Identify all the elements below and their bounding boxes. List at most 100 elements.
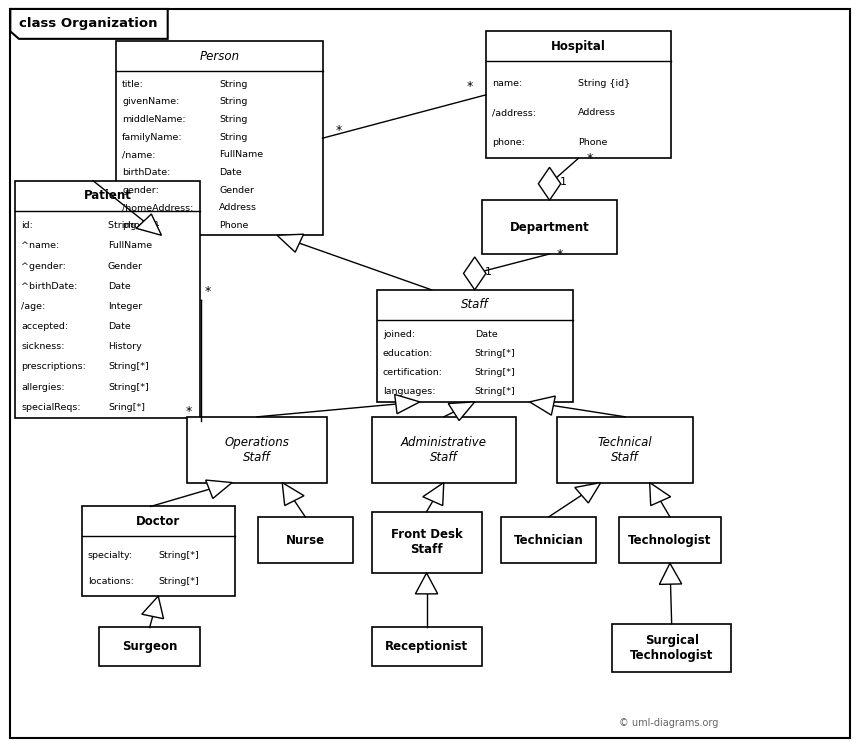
Text: Date: Date — [475, 329, 497, 338]
Text: allergies:: allergies: — [22, 382, 65, 391]
Text: String: String — [219, 115, 248, 124]
Text: FullName: FullName — [108, 241, 152, 250]
Text: givenName:: givenName: — [122, 97, 180, 106]
Text: *: * — [587, 152, 593, 165]
Text: String {id}: String {id} — [578, 79, 630, 88]
Text: FullName: FullName — [219, 150, 263, 159]
Text: /homeAddress:: /homeAddress: — [122, 203, 194, 212]
Text: ^gender:: ^gender: — [22, 261, 66, 270]
Polygon shape — [538, 167, 561, 200]
Text: /name:: /name: — [122, 150, 156, 159]
Text: Date: Date — [219, 168, 242, 177]
Text: *: * — [335, 124, 341, 137]
Text: Doctor: Doctor — [136, 515, 181, 528]
Text: class Organization: class Organization — [19, 17, 157, 31]
Text: Surgical
Technologist: Surgical Technologist — [630, 634, 713, 662]
Bar — [258, 517, 353, 563]
Text: Date: Date — [108, 282, 131, 291]
Polygon shape — [660, 563, 682, 584]
Text: String[*]: String[*] — [475, 387, 515, 396]
Text: Date: Date — [108, 322, 131, 331]
Text: Integer: Integer — [108, 302, 142, 311]
Text: String {id}: String {id} — [108, 221, 160, 230]
Bar — [486, 31, 671, 158]
Bar — [116, 41, 322, 235]
Polygon shape — [530, 396, 556, 415]
Bar — [372, 627, 482, 666]
Text: Gender: Gender — [219, 186, 255, 195]
Text: languages:: languages: — [383, 387, 435, 396]
Text: Person: Person — [200, 49, 239, 63]
Bar — [482, 200, 617, 254]
Bar — [99, 627, 200, 666]
Text: Nurse: Nurse — [286, 533, 325, 547]
Polygon shape — [136, 214, 162, 235]
Text: locations:: locations: — [88, 577, 133, 586]
Text: *: * — [467, 81, 473, 93]
Bar — [372, 417, 516, 483]
Text: String[*]: String[*] — [475, 368, 515, 376]
Polygon shape — [448, 402, 475, 421]
Text: specialReqs:: specialReqs: — [22, 403, 81, 412]
Text: /age:: /age: — [22, 302, 46, 311]
Polygon shape — [10, 9, 168, 39]
Polygon shape — [415, 573, 438, 594]
Bar — [557, 417, 693, 483]
Text: Operations
Staff: Operations Staff — [224, 436, 290, 464]
Text: birthDate:: birthDate: — [122, 168, 170, 177]
Text: Address: Address — [219, 203, 257, 212]
Text: Administrative
Staff: Administrative Staff — [401, 436, 487, 464]
Text: *: * — [556, 248, 562, 261]
Text: String[*]: String[*] — [158, 577, 199, 586]
Text: Hospital: Hospital — [551, 40, 605, 53]
Text: Phone: Phone — [219, 221, 249, 230]
Text: Technical
Staff: Technical Staff — [598, 436, 653, 464]
Text: phone:: phone: — [492, 137, 525, 146]
Text: Technologist: Technologist — [629, 533, 711, 547]
Text: Technician: Technician — [513, 533, 584, 547]
Text: gender:: gender: — [122, 186, 159, 195]
Text: *: * — [205, 285, 211, 298]
Text: Patient: Patient — [84, 189, 132, 202]
Text: ^name:: ^name: — [22, 241, 59, 250]
Polygon shape — [423, 483, 444, 506]
Text: title:: title: — [122, 80, 144, 89]
Text: History: History — [108, 342, 142, 351]
Text: String: String — [219, 80, 248, 89]
Text: Department: Department — [510, 220, 589, 234]
Polygon shape — [277, 234, 304, 252]
Text: Front Desk
Staff: Front Desk Staff — [390, 528, 463, 557]
Text: /address:: /address: — [492, 108, 536, 117]
Bar — [82, 506, 235, 596]
Text: name:: name: — [492, 79, 522, 88]
Text: *: * — [186, 406, 192, 418]
Text: specialty:: specialty: — [88, 551, 132, 560]
Text: Staff: Staff — [461, 298, 488, 311]
Bar — [377, 290, 573, 402]
Text: Phone: Phone — [578, 137, 608, 146]
Bar — [501, 517, 596, 563]
Text: joined:: joined: — [383, 329, 415, 338]
Text: accepted:: accepted: — [22, 322, 69, 331]
Bar — [187, 417, 327, 483]
Bar — [619, 517, 721, 563]
Text: familyName:: familyName: — [122, 133, 182, 142]
Text: Receptionist: Receptionist — [385, 640, 468, 654]
Polygon shape — [649, 483, 671, 506]
Bar — [372, 512, 482, 573]
Polygon shape — [142, 596, 163, 619]
Polygon shape — [282, 483, 304, 506]
Text: 1: 1 — [560, 177, 567, 187]
Polygon shape — [464, 257, 486, 290]
Text: id:: id: — [22, 221, 34, 230]
Text: String[*]: String[*] — [108, 382, 149, 391]
Text: middleName:: middleName: — [122, 115, 186, 124]
Text: Surgeon: Surgeon — [122, 640, 177, 654]
Text: certification:: certification: — [383, 368, 443, 376]
Text: 1: 1 — [485, 267, 492, 277]
Text: Address: Address — [578, 108, 617, 117]
Bar — [612, 624, 731, 672]
Text: prescriptions:: prescriptions: — [22, 362, 86, 371]
Text: String: String — [219, 133, 248, 142]
Text: © uml-diagrams.org: © uml-diagrams.org — [619, 719, 719, 728]
